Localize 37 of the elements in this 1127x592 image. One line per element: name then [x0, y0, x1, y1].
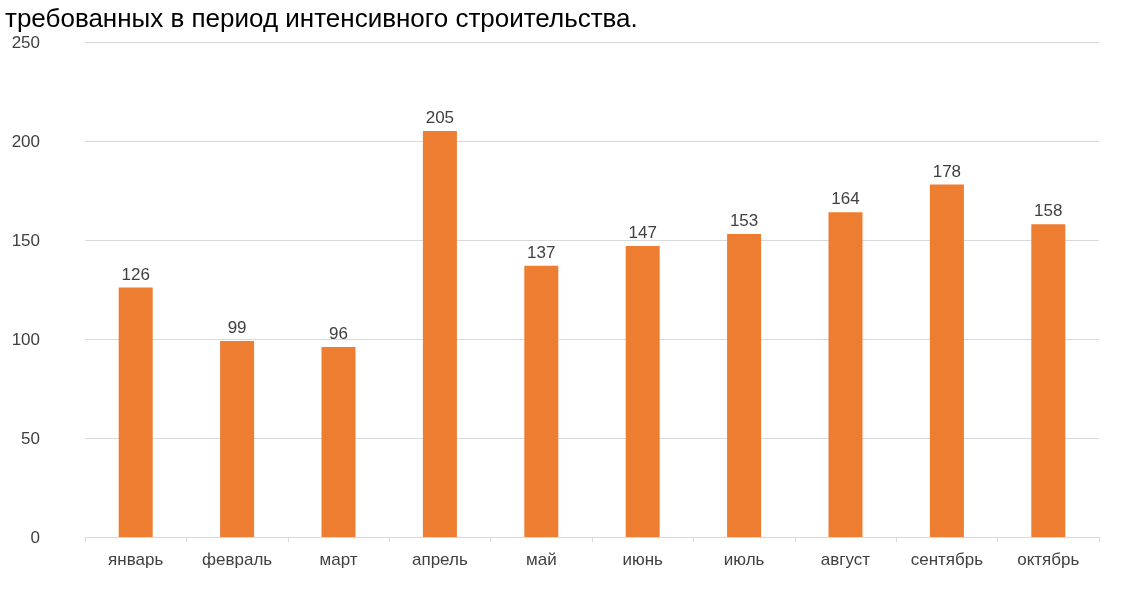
bar [828, 212, 863, 537]
data-label: 178 [932, 161, 962, 181]
data-label: 126 [121, 264, 150, 284]
bar [929, 184, 964, 537]
bar [118, 287, 153, 537]
bar [321, 346, 356, 537]
bar [220, 340, 255, 537]
x-tick-label: июль [723, 550, 765, 569]
x-tick-label: май [525, 550, 557, 569]
y-tick-label: 250 [11, 32, 40, 52]
bar [1031, 224, 1066, 537]
x-tick-label: март [319, 550, 358, 569]
chart-title: требованных в период интенсивного строительства. [5, 3, 638, 33]
data-label: 205 [425, 108, 455, 128]
data-label: 153 [729, 211, 759, 231]
y-tick-label: 50 [21, 428, 40, 448]
y-tick-label: 200 [11, 131, 40, 151]
x-tick-label: январь [108, 550, 164, 569]
x-tick-label: апрель [412, 550, 468, 569]
data-label: 164 [831, 189, 860, 209]
x-tick-label: сентябрь [910, 550, 984, 569]
x-tick-label: октябрь [1017, 550, 1080, 569]
data-label: 158 [1034, 201, 1063, 221]
x-tick-label: август [820, 550, 871, 569]
data-label: 96 [329, 323, 348, 343]
y-tick-label: 150 [11, 230, 40, 250]
y-tick-label: 0 [30, 527, 40, 547]
bar [524, 265, 559, 537]
data-label: 99 [227, 317, 247, 337]
data-label: 147 [628, 222, 657, 242]
y-tick-label: 100 [11, 329, 40, 349]
bar [625, 245, 660, 537]
x-tick-label: июнь [622, 550, 664, 569]
bar [727, 234, 762, 537]
data-label: 137 [527, 242, 556, 262]
x-tick-label: февраль [202, 550, 273, 569]
bar [422, 131, 457, 537]
